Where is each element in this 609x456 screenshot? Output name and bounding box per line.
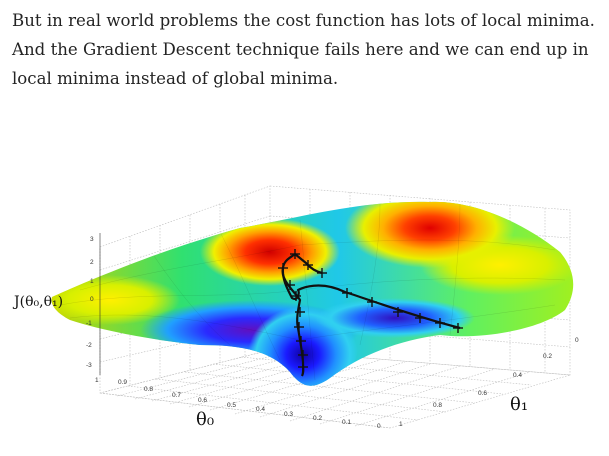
z-tick-1: 1 (90, 278, 94, 285)
x-tick: 0.2 (313, 415, 322, 422)
z-tick-3: 3 (90, 236, 94, 243)
x-tick: 0.1 (342, 419, 351, 426)
y-axis-label: θ₁ (510, 394, 528, 415)
y-axis: 1 0.8 0.6 0.4 0.2 0 (399, 337, 579, 428)
x-tick: 0.4 (256, 406, 265, 413)
x-tick: 0.8 (144, 386, 153, 393)
article-paragraph: But in real world problems the cost func… (12, 11, 595, 88)
z-tick-neg3: -3 (86, 362, 92, 369)
y-tick: 0.8 (433, 402, 442, 409)
y-tick: 0 (575, 337, 579, 344)
z-tick-neg1: -1 (86, 320, 92, 327)
descent-step-markers (278, 249, 463, 372)
x-tick: 0.5 (227, 402, 236, 409)
y-tick: 0.2 (543, 353, 552, 360)
x-tick: 0.9 (118, 379, 127, 386)
x-tick: 0 (377, 423, 381, 430)
x-tick: 0.6 (198, 397, 207, 404)
z-tick-2: 2 (90, 259, 94, 266)
x-tick: 0.3 (284, 411, 293, 418)
z-axis: 3 2 1 0 -1 -2 -3 (86, 233, 101, 375)
x-axis-label: θ₀ (196, 409, 214, 430)
y-tick: 1 (399, 421, 403, 428)
y-tick: 0.6 (478, 390, 487, 397)
z-tick-neg2: -2 (86, 342, 92, 349)
y-tick: 0.4 (513, 372, 522, 379)
x-tick: 1 (95, 377, 99, 384)
surface-plot-svg: 3 2 1 0 -1 -2 -3 1 0.9 0.8 0.7 0.6 0.5 0… (12, 185, 579, 430)
z-axis-label: J(θ₀,θ₁) (12, 294, 63, 310)
z-tick-0: 0 (90, 296, 94, 303)
cost-surface (51, 201, 574, 386)
x-axis: 1 0.9 0.8 0.7 0.6 0.5 0.4 0.3 0.2 0.1 0 (95, 377, 381, 430)
x-tick: 0.7 (172, 392, 181, 399)
cost-surface-figure: 3 2 1 0 -1 -2 -3 1 0.9 0.8 0.7 0.6 0.5 0… (0, 140, 609, 456)
